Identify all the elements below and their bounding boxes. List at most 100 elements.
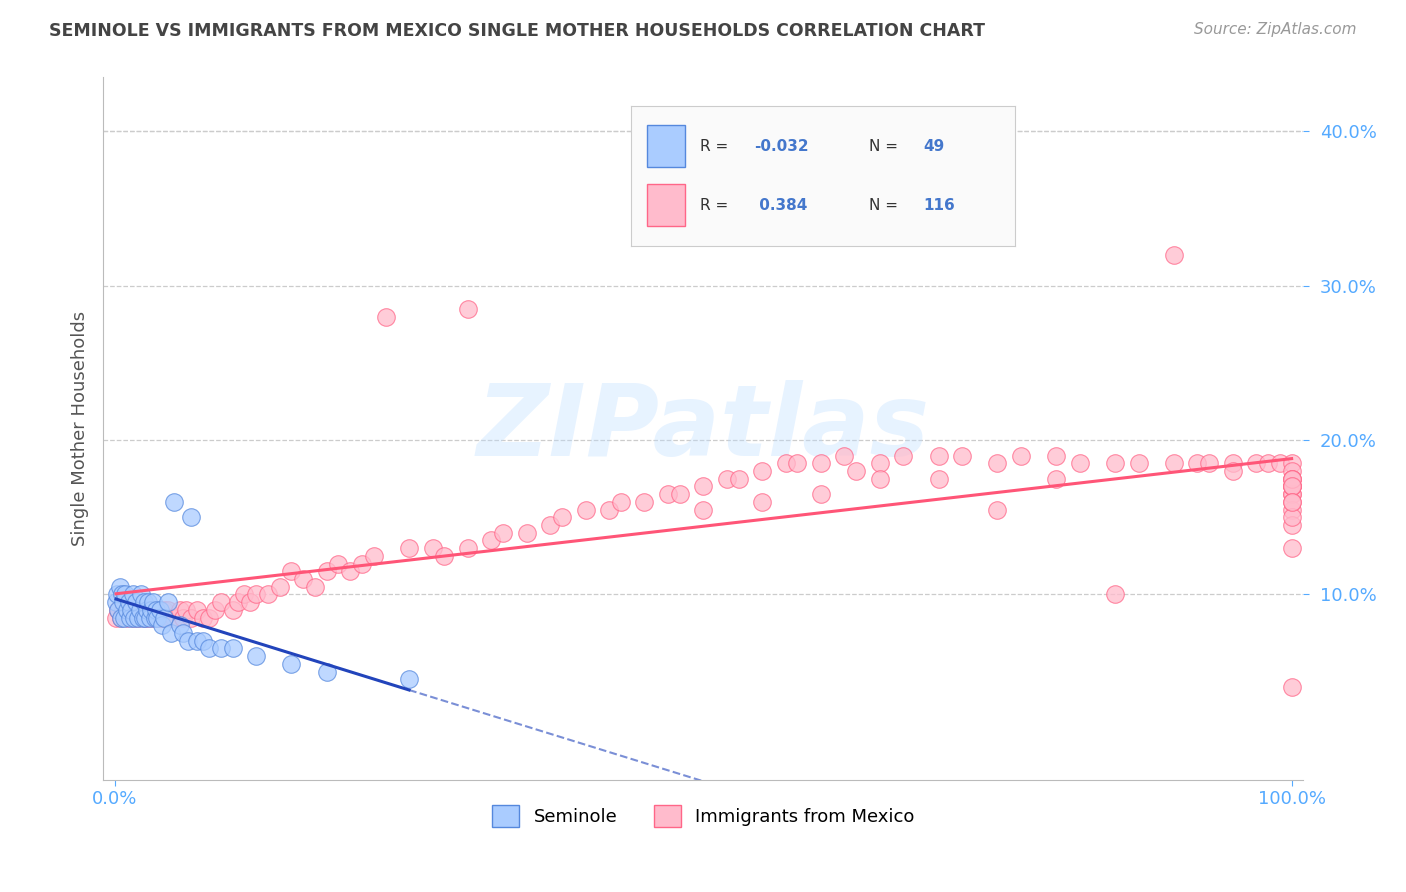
Point <box>1281 479 1303 493</box>
Point <box>143 610 166 624</box>
Point <box>422 541 444 555</box>
Point <box>111 587 134 601</box>
Point <box>1104 456 1126 470</box>
Point <box>198 641 221 656</box>
Point <box>1281 680 1303 694</box>
Point <box>869 456 891 470</box>
Point <box>209 595 232 609</box>
Point <box>120 603 142 617</box>
Point <box>198 610 221 624</box>
Point <box>1045 472 1067 486</box>
Point <box>153 610 176 624</box>
Point <box>1128 456 1150 470</box>
Point <box>1281 541 1303 555</box>
Point <box>516 525 538 540</box>
Point <box>156 595 179 609</box>
Point <box>692 479 714 493</box>
Point <box>928 472 950 486</box>
Point <box>1281 518 1303 533</box>
Point <box>120 610 142 624</box>
Point <box>1222 464 1244 478</box>
Point <box>121 587 143 601</box>
Text: Source: ZipAtlas.com: Source: ZipAtlas.com <box>1194 22 1357 37</box>
Point <box>121 610 143 624</box>
Point <box>112 610 135 624</box>
Point <box>174 603 197 617</box>
Point <box>1281 479 1303 493</box>
Point <box>1281 479 1303 493</box>
Point <box>716 472 738 486</box>
Point <box>1246 456 1268 470</box>
Point <box>204 603 226 617</box>
Point <box>551 510 574 524</box>
Point <box>141 603 163 617</box>
Point <box>1281 502 1303 516</box>
Point <box>350 557 373 571</box>
Point <box>156 603 179 617</box>
Point <box>775 456 797 470</box>
Point <box>150 618 173 632</box>
Point <box>986 456 1008 470</box>
Point <box>149 610 172 624</box>
Point <box>834 449 856 463</box>
Point <box>127 610 149 624</box>
Point <box>1281 487 1303 501</box>
Point <box>245 587 267 601</box>
Point <box>328 557 350 571</box>
Point <box>142 610 165 624</box>
Point <box>315 564 337 578</box>
Point <box>1187 456 1209 470</box>
Point <box>292 572 315 586</box>
Point <box>228 595 250 609</box>
Point <box>950 449 973 463</box>
Point <box>132 610 155 624</box>
Point <box>1268 456 1291 470</box>
Point <box>1281 495 1303 509</box>
Point <box>172 626 194 640</box>
Point <box>177 633 200 648</box>
Point <box>209 641 232 656</box>
Point <box>139 610 162 624</box>
Point <box>845 464 868 478</box>
Legend: Seminole, Immigrants from Mexico: Seminole, Immigrants from Mexico <box>485 797 921 834</box>
Point <box>127 610 149 624</box>
Point <box>1281 472 1303 486</box>
Point <box>129 603 152 617</box>
Point <box>668 487 690 501</box>
Point <box>139 603 162 617</box>
Point <box>304 580 326 594</box>
Point <box>1281 510 1303 524</box>
Point <box>145 603 167 617</box>
Point <box>169 618 191 632</box>
Point <box>810 487 832 501</box>
Point <box>233 587 256 601</box>
Point <box>1045 449 1067 463</box>
Point <box>398 673 420 687</box>
Point <box>1163 248 1185 262</box>
Point <box>363 549 385 563</box>
Point <box>610 495 633 509</box>
Point <box>191 633 214 648</box>
Point <box>129 587 152 601</box>
Point <box>280 564 302 578</box>
Point <box>374 310 396 324</box>
Point <box>105 610 128 624</box>
Point <box>657 487 679 501</box>
Point <box>315 665 337 679</box>
Point <box>1163 456 1185 470</box>
Point <box>160 610 183 624</box>
Point <box>136 610 159 624</box>
Point <box>135 603 157 617</box>
Point <box>186 603 208 617</box>
Point <box>145 603 167 617</box>
Text: SEMINOLE VS IMMIGRANTS FROM MEXICO SINGLE MOTHER HOUSEHOLDS CORRELATION CHART: SEMINOLE VS IMMIGRANTS FROM MEXICO SINGL… <box>49 22 986 40</box>
Text: ZIPatlas: ZIPatlas <box>477 380 929 477</box>
Point <box>125 603 148 617</box>
Point <box>191 610 214 624</box>
Point <box>163 610 186 624</box>
Point <box>598 502 620 516</box>
Point <box>1281 464 1303 478</box>
Point <box>457 541 479 555</box>
Point <box>110 610 132 624</box>
Point <box>1222 456 1244 470</box>
